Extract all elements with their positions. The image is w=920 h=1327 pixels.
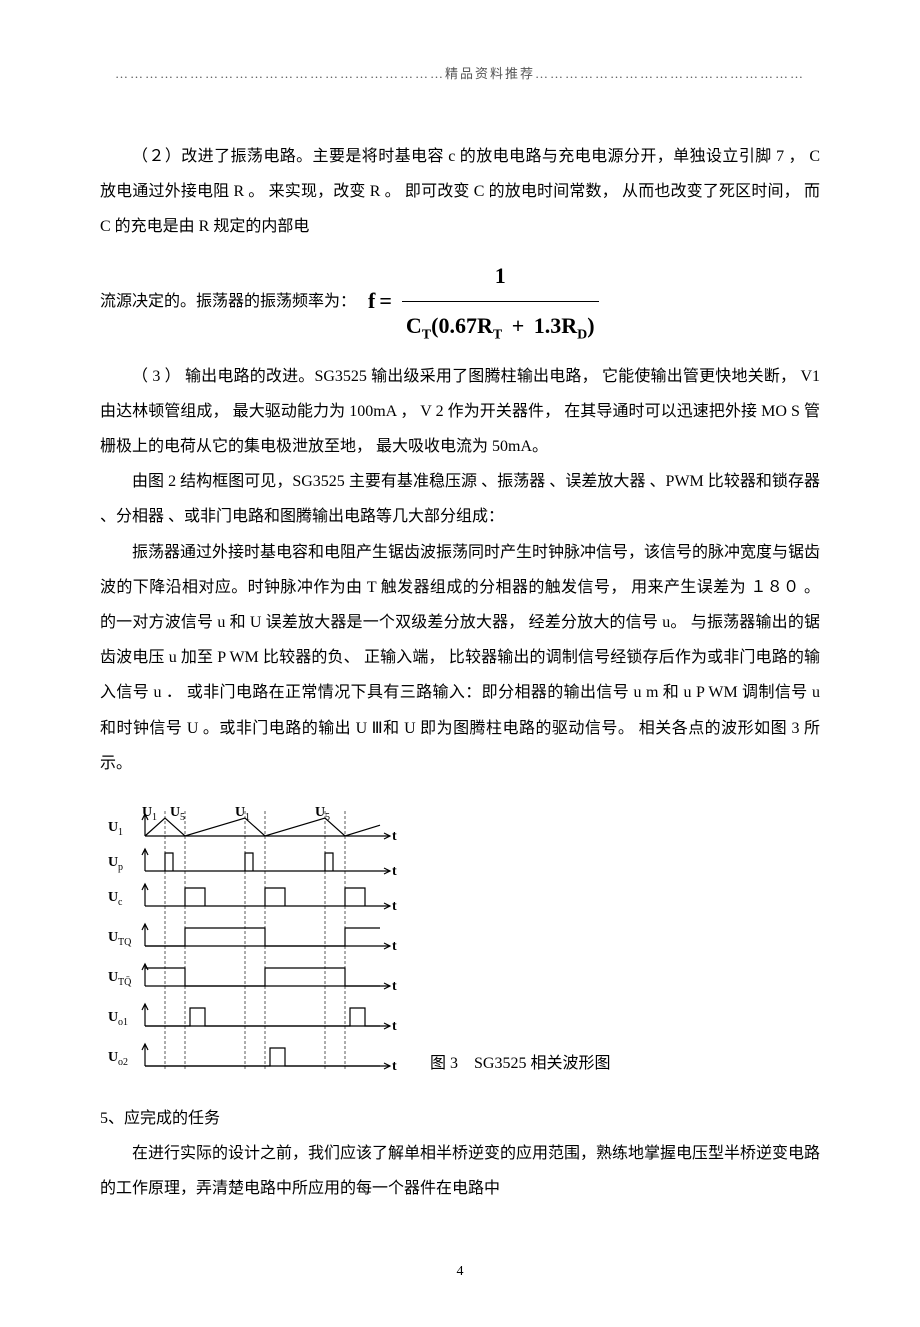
svg-text:U: U — [108, 855, 118, 870]
svg-text:TQ̄: TQ̄ — [118, 976, 132, 988]
svg-text:U: U — [235, 805, 245, 820]
svg-text:c: c — [118, 897, 123, 908]
svg-text:t: t — [392, 979, 397, 994]
den-plus: + — [512, 313, 525, 338]
formula-numerator: 1 — [491, 252, 510, 300]
svg-text:U: U — [108, 890, 118, 905]
page-number: 4 — [100, 1257, 820, 1288]
svg-text:U: U — [108, 1010, 118, 1025]
svg-text:U: U — [108, 970, 118, 985]
waveform-diagram: U1U5U1U5U1tUptUctUTQtUTQ̄tUo1tUo2t — [100, 801, 410, 1091]
svg-text:1: 1 — [152, 812, 157, 823]
den-r2-sub: D — [577, 327, 587, 342]
svg-text:U: U — [108, 930, 118, 945]
paragraph-5: 在进行实际的设计之前，我们应该了解单相半桥逆变的应用范围，熟练地掌握电压型半桥逆… — [100, 1136, 820, 1206]
svg-text:t: t — [392, 829, 397, 844]
den-r1-sub: T — [493, 327, 502, 342]
formula-lhs: f — [368, 277, 375, 325]
svg-text:p: p — [118, 862, 123, 873]
paragraph-1: （２）改进了振荡电路。主要是将时基电容 c 的放电电路与充电电源分开，单独设立引… — [100, 139, 820, 245]
den-r1: R — [477, 313, 493, 338]
svg-text:U: U — [108, 820, 118, 835]
svg-text:TQ: TQ — [118, 937, 132, 948]
formula-denominator: CT(0.67RT + 1.3RD) — [402, 301, 599, 351]
den-c-sub: T — [422, 327, 431, 342]
den-coef1: 0.67 — [438, 313, 477, 338]
den-r2: R — [561, 313, 577, 338]
paragraph-2: （ 3 ） 输出电路的改进。SG3525 输出级采用了图腾柱输出电路， 它能使输… — [100, 359, 820, 465]
svg-text:U: U — [170, 805, 180, 820]
svg-text:1: 1 — [118, 827, 123, 838]
svg-text:U: U — [108, 1050, 118, 1065]
den-c: C — [406, 313, 422, 338]
den-coef2: 1.3 — [534, 313, 562, 338]
formula-equals: = — [379, 277, 392, 325]
header-divider: …………………………………………………………精品资料推荐………………………………… — [100, 60, 820, 89]
paragraph-4: 振荡器通过外接时基电容和电阻产生锯齿波振荡同时产生时钟脉冲信号，该信号的脉冲宽度… — [100, 535, 820, 781]
oscillator-frequency-formula: f = 1 CT(0.67RT + 1.3RD) — [368, 252, 599, 351]
figure-3-row: U1U5U1U5U1tUptUctUTQtUTQ̄tUo1tUo2t 图 3 S… — [100, 801, 820, 1091]
svg-text:t: t — [392, 1059, 397, 1074]
svg-text:U: U — [315, 805, 325, 820]
svg-text:t: t — [392, 899, 397, 914]
svg-text:t: t — [392, 864, 397, 879]
svg-text:t: t — [392, 1019, 397, 1034]
svg-text:o1: o1 — [118, 1017, 128, 1028]
paragraph-3: 由图 2 结构框图可见，SG3525 主要有基准稳压源 、振荡器 、误差放大器 … — [100, 464, 820, 534]
figure-3-caption: 图 3 SG3525 相关波形图 — [430, 1046, 610, 1091]
formula-fraction: 1 CT(0.67RT + 1.3RD) — [402, 252, 599, 351]
svg-text:t: t — [392, 939, 397, 954]
section-5-heading: 5、应完成的任务 — [100, 1101, 820, 1136]
svg-text:o2: o2 — [118, 1057, 128, 1068]
formula-row: 流源决定的。振荡器的振荡频率为： f = 1 CT(0.67RT + 1.3RD… — [100, 252, 820, 351]
svg-text:5: 5 — [180, 812, 185, 823]
formula-prefix: 流源决定的。振荡器的振荡频率为： — [100, 284, 356, 319]
